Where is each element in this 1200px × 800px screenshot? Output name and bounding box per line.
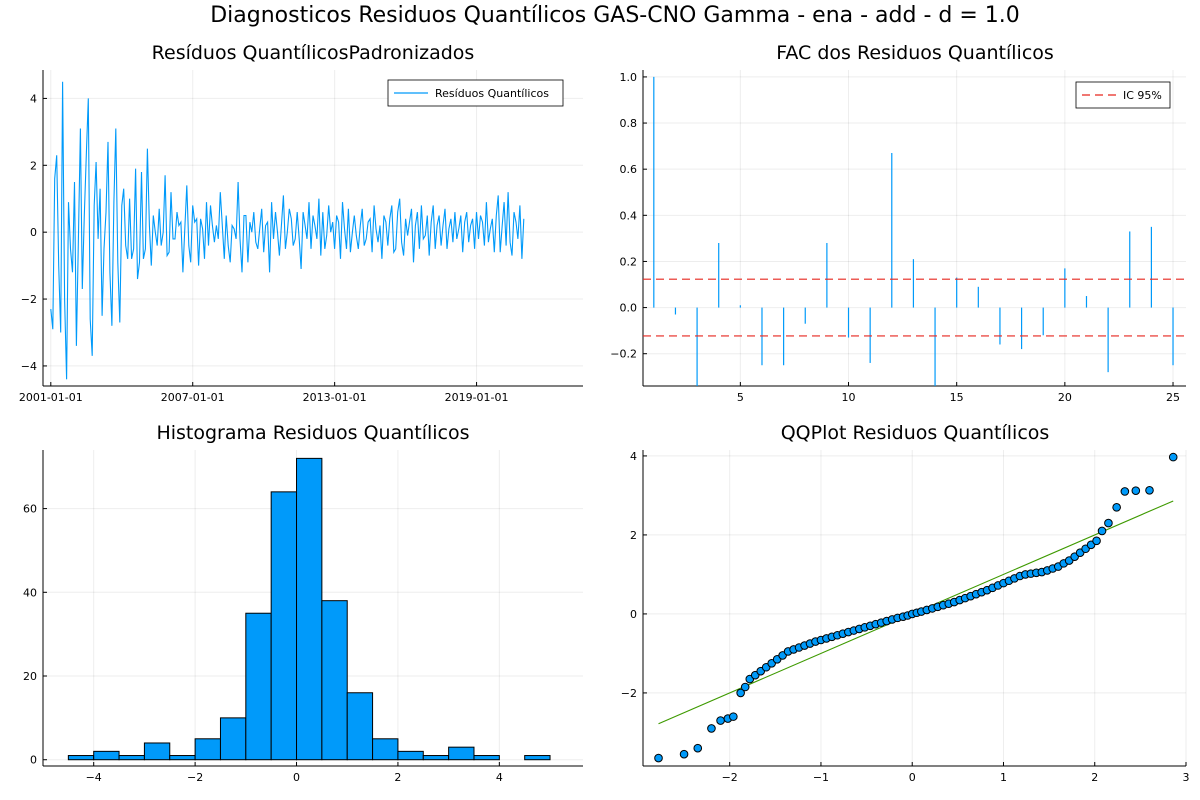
y-tick-label: −4 [21,360,37,373]
figure-suptitle: Diagnosticos Residuos Quantílicos GAS-CN… [210,3,1020,28]
histogram-bar [346,692,374,761]
y-tick-label: 60 [23,503,37,516]
histogram-bar [245,612,272,761]
panel-title: FAC dos Residuos Quantílicos [776,42,1054,64]
x-tick-label: 2007-01-01 [161,391,225,404]
qq-point [1120,487,1130,496]
histogram-bar [473,755,500,761]
qq-point [1131,486,1141,495]
y-tick-label: 20 [23,670,37,683]
histogram-bar [448,746,475,761]
x-tick-label: 2019-01-01 [445,391,509,404]
x-tick-label: 25 [1166,391,1180,404]
histogram-bar [372,738,399,761]
histogram-bar [143,742,171,761]
y-tick-label: −0.2 [610,348,637,361]
y-tick-label: −2 [621,687,637,700]
histogram-bar [169,755,196,761]
qq-point [740,682,750,692]
x-tick-label: 0 [293,771,300,784]
histogram-bar [321,600,348,761]
legend-label: IC 95% [1123,89,1162,102]
x-tick-label: 5 [737,391,744,404]
legend-label: Resíduos Quantílicos [435,87,549,100]
x-tick-label: 20 [1058,391,1072,404]
panel-title: QQPlot Residuos Quantílicos [781,422,1050,444]
y-tick-label: 0.8 [620,117,638,130]
qq-point [1168,452,1178,462]
y-tick-label: 0 [30,226,37,239]
y-tick-label: 2 [630,529,637,542]
histogram-bar [194,738,221,761]
histogram-bar [524,755,551,761]
y-tick-label: 40 [23,586,37,599]
x-tick-label: 3 [1183,771,1190,784]
qq-point [693,743,703,753]
x-tick-label: 2 [394,771,401,784]
y-tick-label: 4 [30,92,37,105]
qq-point [654,753,663,763]
panel-1: Resíduos QuantílicosPadronizados 2001-01-… [19,42,583,404]
panel-4: QQPlot Residuos Quantílicos −2 −1 0 1 2 3 −2 0 2 4 [621,422,1190,784]
panel-title: Resíduos QuantílicosPadronizados [152,42,475,64]
histogram-bar [118,755,145,761]
panel-title: Histograma Residuos Quantílicos [156,422,469,444]
qq-point [679,749,689,759]
qq-point [729,712,738,721]
x-tick-label: 10 [842,391,856,404]
qq-point [1092,536,1101,546]
qq-point [1104,518,1113,528]
qq-point [707,724,716,733]
qq-point [736,688,745,698]
y-tick-label: 0.0 [620,302,638,315]
histogram-bar [296,457,323,761]
x-tick-label: −2 [722,771,738,784]
y-tick-label: 0.2 [620,255,638,268]
histogram-bar [422,755,450,761]
series-line-residuos [50,81,525,380]
x-tick-label: −4 [86,771,102,784]
x-tick-label: −2 [187,771,203,784]
x-tick-label: 4 [496,771,503,784]
x-tick-label: 2013-01-01 [303,391,367,404]
y-tick-label: 4 [630,450,637,463]
y-tick-label: 1.0 [620,71,638,84]
histogram-bar [397,750,424,761]
x-tick-label: 0 [909,771,916,784]
y-tick-label: 0.4 [620,209,638,222]
x-tick-label: 15 [950,391,964,404]
y-tick-label: −2 [21,293,37,306]
x-tick-label: −1 [813,771,829,784]
y-tick-label: 0 [30,754,37,767]
x-tick-label: 2 [1091,771,1098,784]
histogram-bar [67,755,95,761]
histogram-bar [270,491,298,761]
y-tick-label: 2 [30,159,37,172]
x-tick-label: 1 [1000,771,1007,784]
qq-point [1112,502,1121,512]
histogram-bar [219,717,247,761]
legend-box [1075,81,1171,109]
y-tick-label: 0.6 [620,163,638,176]
qq-point [1097,526,1107,536]
qq-point [1145,485,1154,495]
x-tick-label: 2001-01-01 [19,391,83,404]
panel-3: Histograma Residuos Quantílicos−4 −2 0 2 402… [23,422,583,784]
histogram-bar [93,750,120,761]
panel-2: FAC dos Residuos Quantílicos 5 10 15 20 25 −0.… [610,42,1186,404]
qq-point [716,716,725,725]
y-tick-label: 0 [630,608,637,621]
